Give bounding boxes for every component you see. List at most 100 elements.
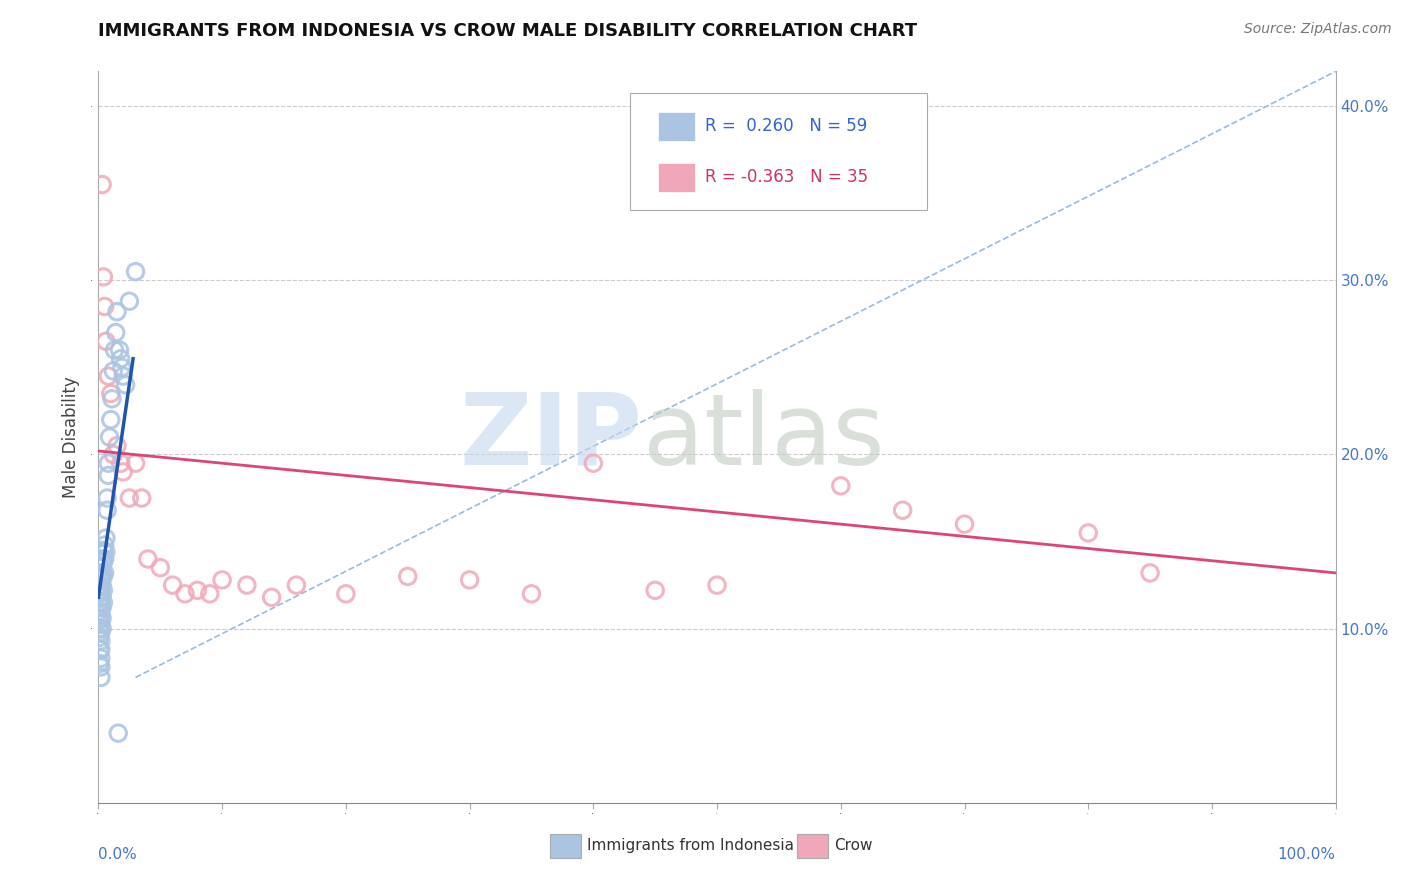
Point [93, 569, 115, 583]
Point [89, 613, 111, 627]
Y-axis label: Male Disability: Male Disability [62, 376, 80, 498]
Point [89, 595, 111, 609]
Point [91, 178, 114, 192]
Point [90, 642, 112, 657]
Point [91, 591, 114, 605]
Point [100, 386, 122, 401]
Point [520, 587, 543, 601]
Point [111, 360, 134, 375]
Point [100, 412, 122, 426]
Point [93, 300, 115, 314]
Text: atlas: atlas [643, 389, 884, 485]
FancyBboxPatch shape [797, 834, 828, 858]
Point [110, 456, 132, 470]
Point [104, 326, 127, 340]
Text: Crow: Crow [835, 838, 873, 853]
Point [644, 583, 666, 598]
Point [136, 552, 159, 566]
Point [236, 578, 259, 592]
Point [90, 660, 112, 674]
Text: IMMIGRANTS FROM INDONESIA VS CROW MALE DISABILITY CORRELATION CHART: IMMIGRANTS FROM INDONESIA VS CROW MALE D… [98, 22, 918, 40]
Point [1077, 525, 1099, 540]
Point [89, 578, 111, 592]
Point [112, 369, 135, 384]
Point [110, 351, 132, 366]
Point [91, 566, 114, 580]
Point [89, 604, 111, 618]
Point [91, 611, 114, 625]
Point [94, 334, 117, 349]
FancyBboxPatch shape [550, 834, 581, 858]
Point [90, 633, 112, 648]
Text: 0.0%: 0.0% [98, 847, 138, 862]
Point [103, 448, 125, 462]
Point [114, 377, 136, 392]
Point [89, 622, 111, 636]
Point [830, 479, 852, 493]
Point [706, 578, 728, 592]
Point [103, 364, 125, 378]
Point [91, 600, 114, 615]
Point [96, 491, 118, 505]
Point [211, 573, 233, 587]
Point [89, 657, 111, 671]
FancyBboxPatch shape [658, 112, 695, 141]
FancyBboxPatch shape [658, 162, 695, 192]
Text: Source: ZipAtlas.com: Source: ZipAtlas.com [1244, 22, 1392, 37]
Point [108, 343, 131, 357]
Point [97, 468, 120, 483]
Text: 100.0%: 100.0% [1278, 847, 1336, 862]
Point [335, 587, 357, 601]
Point [90, 651, 112, 665]
Point [458, 573, 481, 587]
Point [93, 269, 115, 284]
Point [91, 578, 114, 592]
Point [953, 517, 976, 532]
Point [93, 566, 115, 580]
Point [118, 294, 141, 309]
Point [93, 556, 115, 570]
Point [97, 456, 120, 470]
Point [90, 560, 112, 574]
Point [107, 726, 129, 740]
Point [98, 430, 121, 444]
Point [198, 587, 221, 601]
Point [91, 552, 114, 566]
Point [124, 265, 146, 279]
Point [105, 439, 128, 453]
Point [89, 587, 111, 601]
Text: Immigrants from Indonesia: Immigrants from Indonesia [588, 838, 794, 853]
Point [260, 591, 283, 605]
Point [103, 343, 125, 357]
FancyBboxPatch shape [630, 94, 928, 211]
Point [90, 616, 112, 631]
Point [118, 491, 141, 505]
Point [90, 607, 112, 622]
Point [149, 560, 172, 574]
Point [93, 543, 115, 558]
Point [97, 369, 120, 384]
Point [94, 545, 117, 559]
Point [90, 625, 112, 640]
Point [90, 591, 112, 605]
Point [89, 631, 111, 645]
Point [93, 552, 115, 566]
Point [891, 503, 914, 517]
Point [105, 304, 128, 318]
Point [112, 465, 135, 479]
Point [285, 578, 308, 592]
Point [94, 531, 117, 545]
Point [90, 670, 112, 684]
Point [90, 583, 112, 598]
Point [93, 583, 115, 598]
Text: ZIP: ZIP [460, 389, 643, 485]
Point [396, 569, 419, 583]
Point [124, 456, 146, 470]
Point [89, 642, 111, 657]
Point [90, 573, 112, 587]
Point [91, 622, 114, 636]
Point [174, 587, 197, 601]
Point [90, 599, 112, 613]
Point [93, 595, 115, 609]
Point [96, 503, 118, 517]
